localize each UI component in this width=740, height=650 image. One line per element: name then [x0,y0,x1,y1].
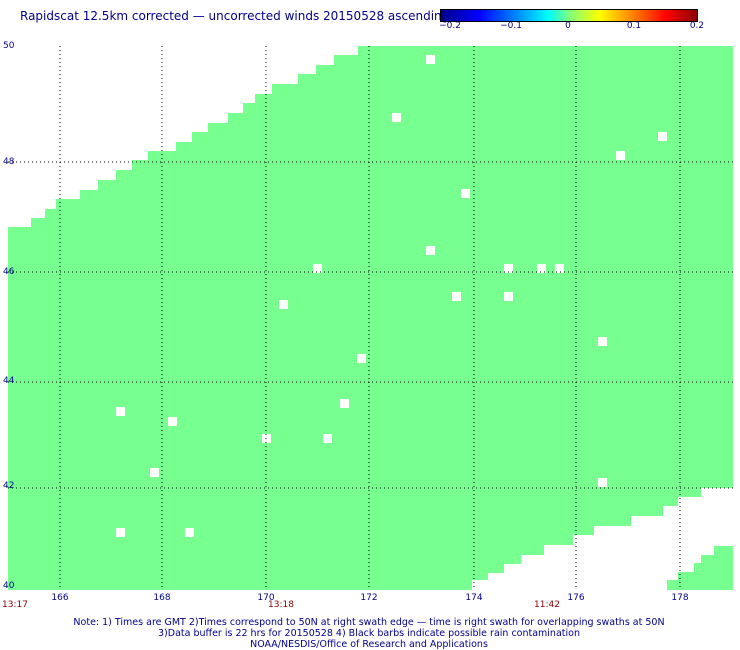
note-line-3: NOAA/NESDIS/Office of Research and Appli… [250,639,488,650]
missing-data-cell [168,417,177,426]
missing-data-cell [658,132,667,141]
missing-data-cell [555,264,564,273]
missing-data-cell [504,292,513,301]
missing-data-cell [313,264,322,273]
lat-label: 42 [3,481,15,491]
lon-label: 168 [153,593,171,603]
swath-area [8,46,733,590]
colorbar-label: 0.1 [626,21,642,31]
missing-data-cell [392,113,401,122]
time-label: 13:17 [2,600,28,610]
missing-data-cell [116,528,125,537]
lon-label: 172 [360,593,378,603]
missing-data-cell [426,55,435,64]
missing-data-cell [185,528,194,537]
lon-label: 170 [257,593,275,603]
missing-data-cell [116,407,125,416]
colorbar-label: −0.2 [439,21,461,31]
missing-data-cell [616,151,625,160]
missing-data-cell [461,189,470,198]
graticule [8,46,733,590]
missing-data-cell [323,434,332,443]
lon-label: 174 [465,593,483,603]
colorbar-label: 0 [565,21,571,31]
time-label: 13:18 [268,600,294,610]
missing-data-cell [504,264,513,273]
missing-data-cell [279,300,288,309]
note-line-2: 3)Data buffer is 22 hrs for 20150528 4) … [158,628,580,639]
lon-label: 178 [671,593,689,603]
lat-label: 50 [3,41,15,51]
missing-data-cell [357,354,366,363]
missing-data-cell [426,246,435,255]
missing-data-cell [340,399,349,408]
lon-label: 166 [51,593,69,603]
missing-data-cell [150,468,159,477]
lat-label: 40 [3,581,15,591]
colorbar-label: −0.1 [500,21,522,31]
colorbar [440,9,698,22]
lat-label: 46 [3,267,15,277]
chart-title: Rapidscat 12.5km corrected — uncorrected… [20,9,450,23]
colorbar-label: 0.2 [689,21,705,31]
missing-data-cell [537,264,546,273]
time-label: 11:42 [534,600,560,610]
lat-label: 44 [3,376,15,386]
lat-label: 48 [3,157,15,167]
missing-data-cell [598,337,607,346]
missing-data-cell [598,478,607,487]
note-line-1: Note: 1) Times are GMT 2)Times correspon… [73,617,665,628]
lon-label: 176 [567,593,585,603]
missing-data-cell [452,292,461,301]
